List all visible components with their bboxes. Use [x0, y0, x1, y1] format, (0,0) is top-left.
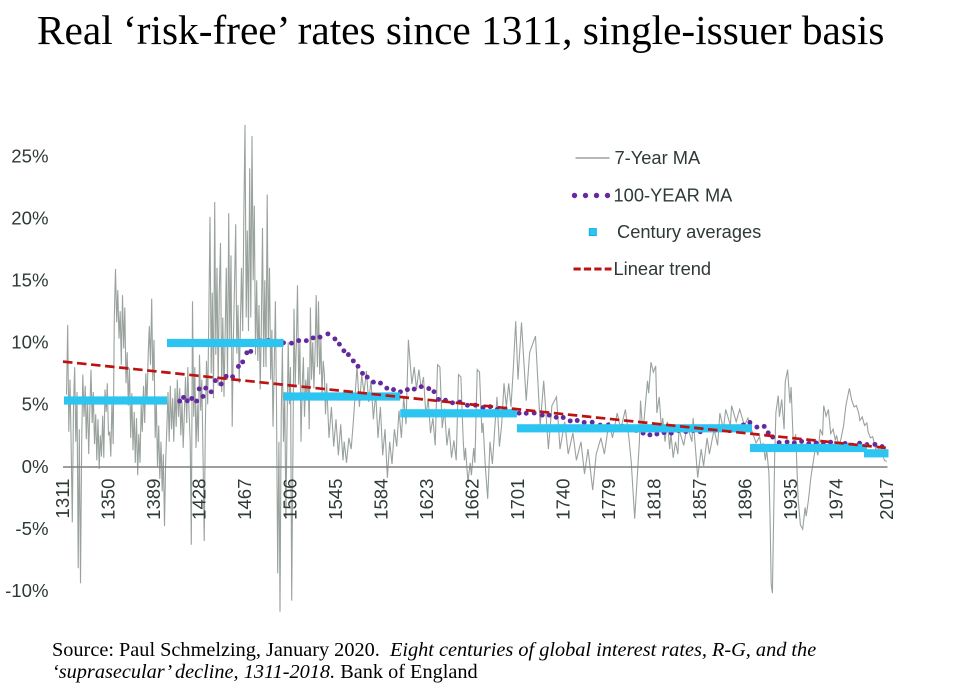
- svg-text:1506: 1506: [280, 479, 301, 520]
- svg-text:1623: 1623: [416, 479, 437, 520]
- svg-text:1428: 1428: [189, 479, 210, 520]
- svg-text:1818: 1818: [644, 479, 665, 520]
- svg-text:1896: 1896: [735, 479, 756, 520]
- svg-text:5%: 5%: [22, 394, 49, 415]
- svg-text:10%: 10%: [11, 332, 48, 353]
- svg-text:1389: 1389: [143, 479, 164, 520]
- svg-text:15%: 15%: [11, 270, 48, 291]
- svg-text:2017: 2017: [876, 479, 897, 520]
- svg-text:1350: 1350: [98, 479, 119, 520]
- svg-text:-10%: -10%: [5, 580, 48, 601]
- svg-text:1311: 1311: [52, 479, 73, 519]
- svg-text:Linear trend: Linear trend: [614, 258, 712, 279]
- svg-text:1467: 1467: [234, 479, 255, 520]
- svg-text:1974: 1974: [826, 479, 847, 520]
- svg-text:Century averages: Century averages: [617, 221, 761, 242]
- svg-text:1779: 1779: [598, 479, 619, 520]
- svg-text:1545: 1545: [325, 479, 346, 520]
- svg-text:1740: 1740: [553, 479, 574, 520]
- svg-text:-5%: -5%: [15, 518, 48, 539]
- svg-text:20%: 20%: [11, 207, 48, 228]
- svg-text:25%: 25%: [11, 145, 48, 166]
- svg-text:1935: 1935: [780, 479, 801, 520]
- svg-text:1701: 1701: [507, 479, 528, 520]
- svg-text:1662: 1662: [462, 479, 483, 520]
- svg-text:1584: 1584: [371, 479, 392, 520]
- svg-text:0%: 0%: [22, 456, 49, 477]
- svg-text:1857: 1857: [689, 479, 710, 520]
- svg-text:100-YEAR MA: 100-YEAR MA: [614, 185, 734, 206]
- svg-text:7-Year MA: 7-Year MA: [615, 147, 701, 168]
